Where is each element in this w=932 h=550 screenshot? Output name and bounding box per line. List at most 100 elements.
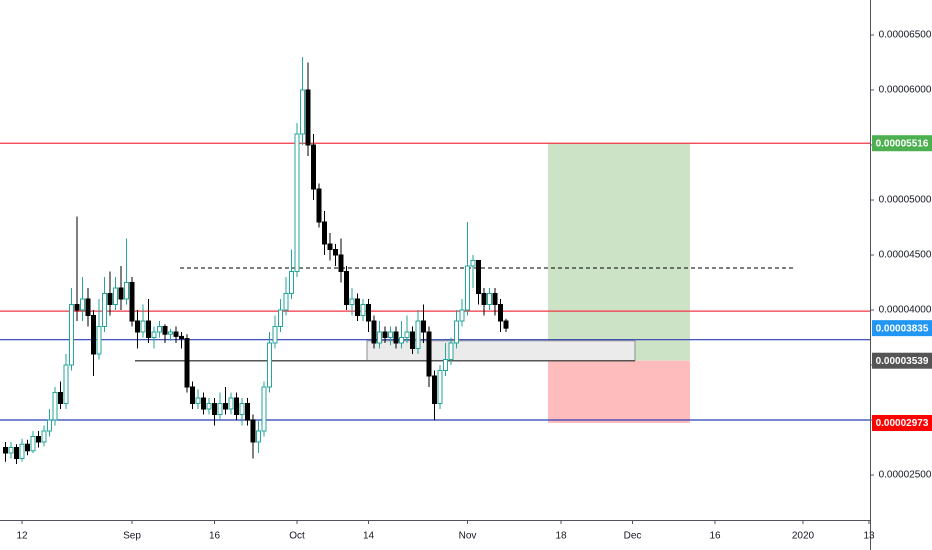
candle-body [118, 287, 124, 300]
candle-body [338, 254, 344, 272]
candle-body [234, 397, 239, 416]
price-tag-label: 0.00003835 [876, 323, 929, 334]
candle-body [8, 447, 14, 454]
price-tag-label: 0.00005516 [876, 138, 929, 149]
candle-body [459, 309, 465, 322]
price-tag-label: 0.00002973 [876, 418, 929, 429]
price-tag-label: 0.00003539 [876, 356, 929, 367]
candle-body [135, 320, 140, 333]
x-tick-label: 16 [209, 531, 221, 542]
candle-body [355, 298, 360, 316]
candle-body [30, 436, 36, 452]
candle-body [41, 430, 47, 443]
candle-body [80, 298, 85, 311]
y-tick-label: 0.00002500 [879, 470, 932, 481]
candle-body [410, 331, 415, 350]
price-tag [872, 135, 932, 152]
x-tick-label: Oct [289, 531, 305, 542]
candle-body [74, 303, 80, 311]
candle-body [212, 403, 217, 416]
candle-body [91, 314, 96, 355]
candle-body [146, 320, 151, 338]
candle-body [102, 292, 107, 327]
candle-body [278, 309, 283, 327]
candle-body [311, 144, 316, 190]
candle-body [58, 392, 63, 405]
candle-body [294, 133, 300, 272]
candle-body [498, 303, 503, 322]
axis-panel [0, 520, 870, 550]
x-tick-label: 12 [16, 531, 28, 542]
x-tick-label: 13 [863, 531, 875, 542]
candle-body [256, 430, 261, 443]
candle-body [239, 403, 245, 416]
candle-body [454, 320, 459, 344]
candle-body [250, 419, 256, 443]
candle-body [437, 370, 443, 405]
candle-body [377, 331, 382, 344]
candle-body [443, 359, 448, 372]
candle-body [63, 364, 69, 405]
range-zone [366, 340, 636, 362]
y-tick-label: 0.00006500 [879, 30, 932, 41]
candle-body [179, 335, 184, 340]
candle-body [85, 298, 91, 316]
candle-body [432, 375, 437, 405]
candle-body [448, 342, 454, 361]
candle-body [272, 325, 278, 344]
candle-body [217, 403, 223, 416]
candle-body [344, 270, 349, 305]
candle-body [349, 298, 355, 305]
y-tick-label: 0.00005000 [879, 195, 932, 206]
candle-body [162, 325, 168, 335]
candle-body [140, 320, 146, 333]
candle-body [470, 259, 476, 267]
candle-body [366, 303, 371, 322]
candle-body [388, 331, 393, 338]
loss-zone [548, 360, 690, 423]
candle-body [190, 386, 195, 405]
candle-body [305, 89, 311, 146]
x-tick-label: 2020 [792, 531, 815, 542]
candle-body [487, 292, 492, 305]
candle-body [206, 403, 212, 410]
candle-body [173, 331, 179, 337]
candle-body [267, 342, 272, 388]
candle-body [322, 221, 327, 245]
candle-body [393, 331, 399, 344]
candle-body [503, 320, 509, 329]
y-tick-label: 0.00004500 [879, 250, 932, 261]
x-tick-label: Nov [459, 531, 477, 542]
candle-body [69, 303, 74, 366]
candle-body [465, 265, 470, 311]
profit-zone [548, 143, 690, 361]
candle-body [421, 320, 426, 333]
x-tick-label: Dec [624, 531, 642, 542]
candle-body [184, 338, 190, 388]
candle-body [124, 281, 129, 300]
candle-body [195, 397, 201, 405]
x-tick-label: 16 [709, 531, 721, 542]
candle-body [404, 331, 410, 338]
candle-body [113, 287, 118, 305]
candle-body [52, 392, 58, 421]
candle-body [382, 331, 388, 338]
y-tick-label: 0.00004000 [879, 305, 932, 316]
candle-body [289, 270, 294, 294]
candle-body [36, 436, 41, 443]
price-tag [872, 414, 932, 431]
candle-body [129, 281, 135, 322]
candle-body [19, 443, 25, 460]
candle-body [14, 447, 19, 460]
candle-body [415, 320, 421, 350]
candle-body [228, 397, 234, 410]
candle-body [157, 325, 162, 333]
candle-body [245, 403, 250, 421]
candle-body [47, 419, 52, 432]
candle-body [426, 331, 432, 377]
candle-body [327, 243, 333, 250]
candle-body [3, 447, 8, 454]
candle-body [201, 397, 206, 410]
